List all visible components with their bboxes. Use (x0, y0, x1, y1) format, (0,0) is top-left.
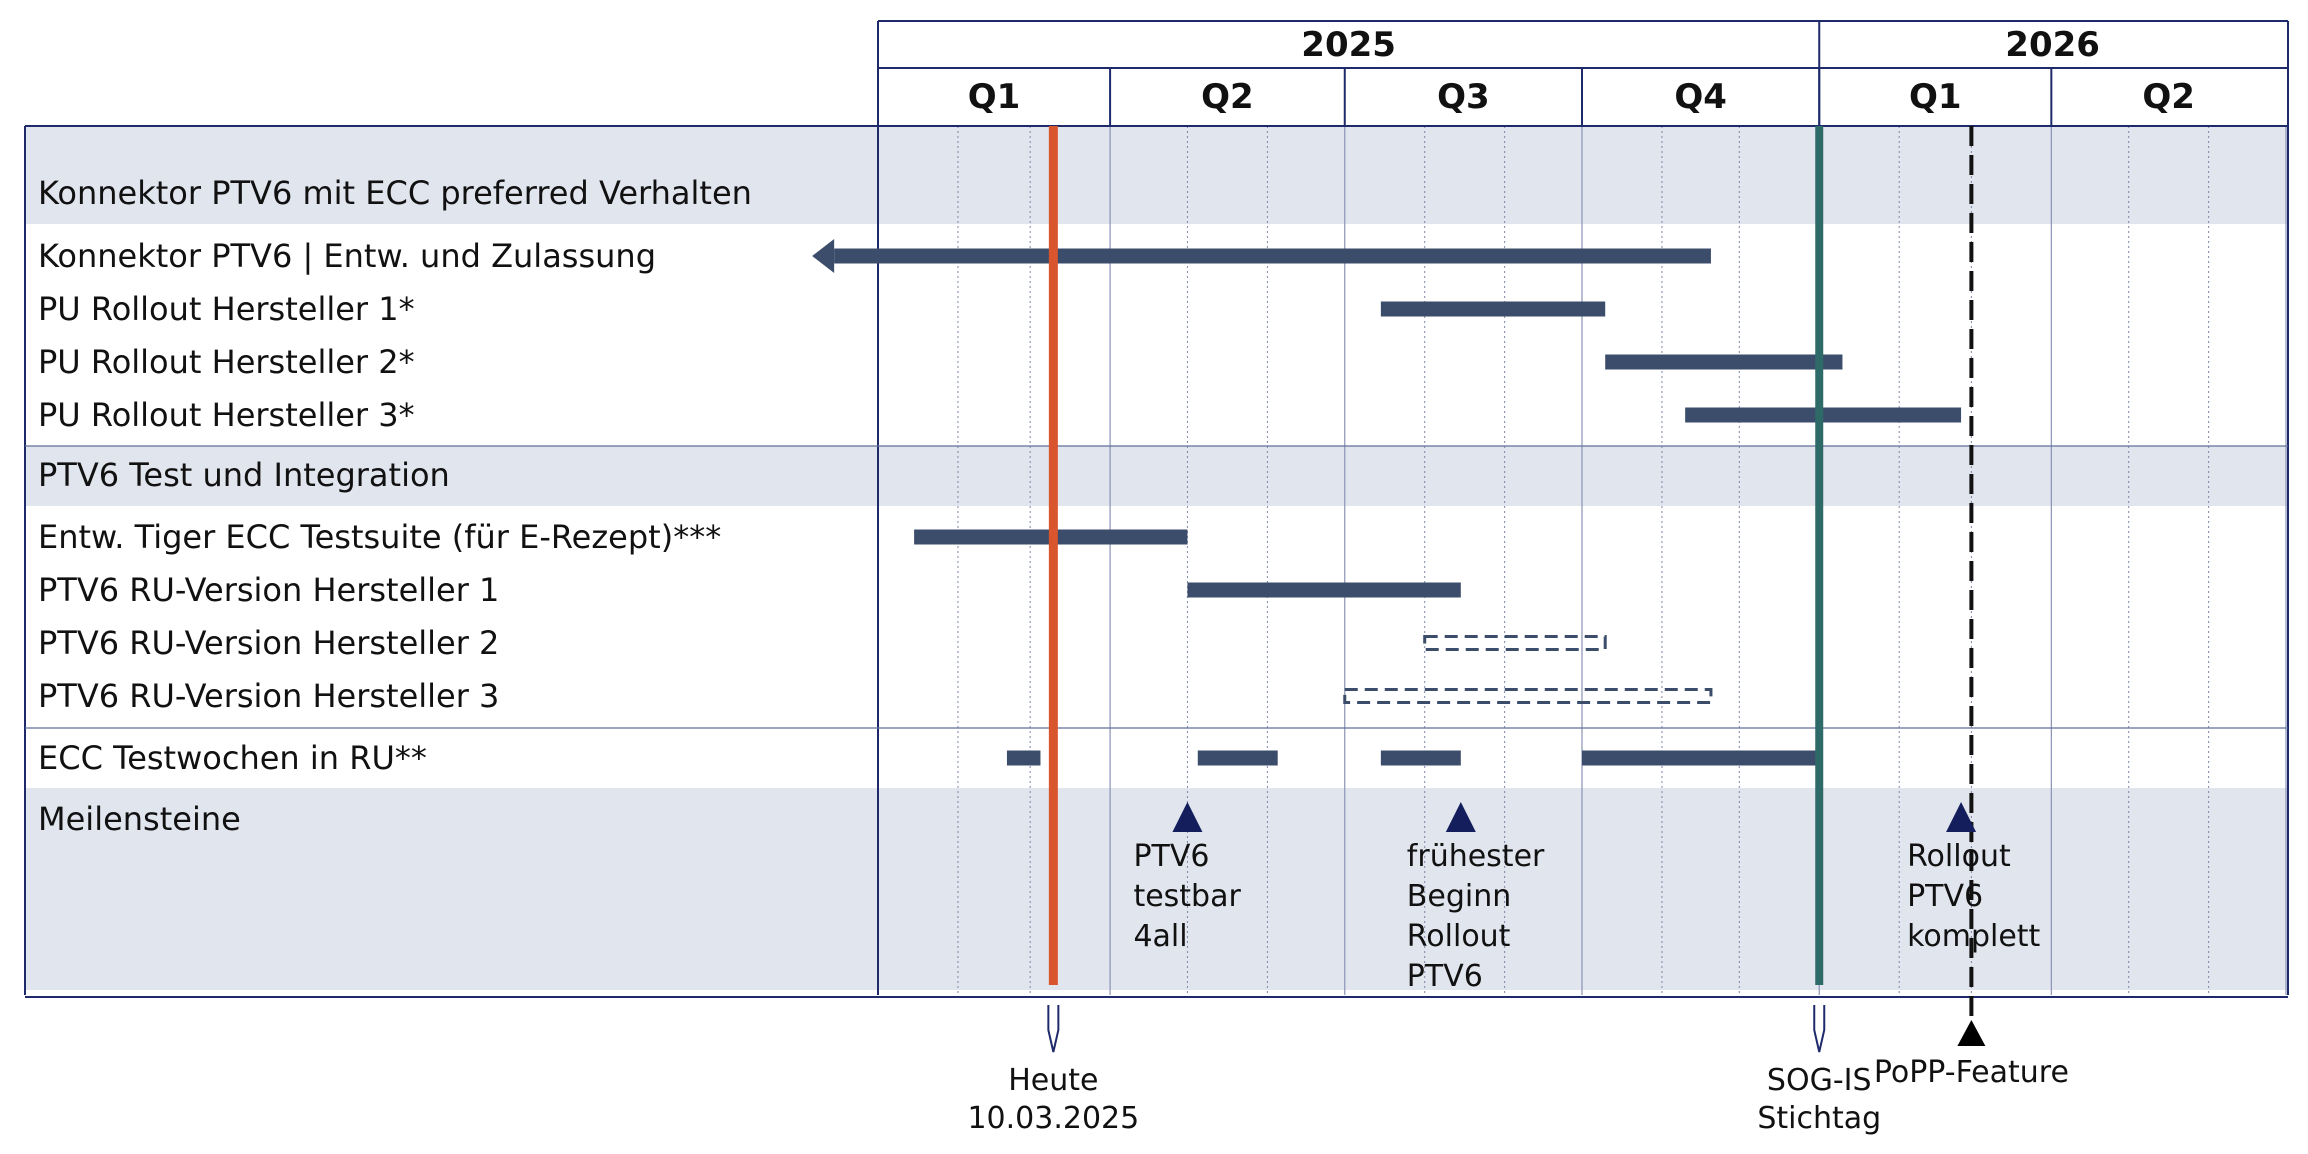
marker-label: SOG-IS (1767, 1063, 1872, 1098)
row-label: ECC Testwochen in RU** (38, 739, 427, 777)
quarter-label: Q4 (1674, 77, 1727, 117)
milestone-triangle (1946, 802, 1977, 832)
band-group-header (25, 446, 2288, 506)
year-label: 2025 (1301, 25, 1396, 65)
row-label: PU Rollout Hersteller 2* (38, 343, 415, 381)
row-label: Konnektor PTV6 | Entw. und Zulassung (38, 237, 656, 275)
marker-label: Heute (1008, 1063, 1098, 1098)
task-bar (1380, 301, 1606, 317)
task-bar (1380, 750, 1461, 766)
group-header-label: Konnektor PTV6 mit ECC preferred Verhalt… (38, 174, 752, 212)
milestone-label: frühester (1407, 839, 1545, 874)
task-bar (1006, 750, 1041, 766)
quarter-label: Q1 (1909, 77, 1962, 117)
marker-label: Stichtag (1757, 1101, 1881, 1136)
timeline-header: 2025 2026 Q1 Q2 Q3 Q4 Q1 Q2 (878, 20, 2289, 126)
row-bands (25, 126, 2288, 990)
marker-pointer-arrow (1813, 1005, 1826, 1053)
row-labels: Konnektor PTV6 mit ECC preferred Verhalt… (38, 174, 752, 777)
quarter-label: Q2 (2142, 77, 2195, 117)
milestone-label: PTV6 (1907, 879, 1983, 914)
band-group-header (25, 126, 2288, 224)
task-bar-dashed (1343, 688, 1713, 704)
quarter-label: Q3 (1437, 77, 1490, 117)
marker-label: PoPP-Feature (1874, 1055, 2069, 1090)
marker-pointer-triangle (1957, 1020, 1986, 1046)
task-bar (834, 248, 1711, 264)
milestone-triangle (1172, 802, 1203, 832)
milestone-triangle (1445, 802, 1476, 832)
task-bar (1605, 354, 1843, 370)
row-label: PTV6 RU-Version Hersteller 2 (38, 624, 499, 662)
year-label: 2026 (2005, 25, 2100, 65)
row-label: PTV6 RU-Version Hersteller 3 (38, 677, 499, 715)
task-bar-dashed (1423, 635, 1607, 651)
task-bar (1582, 750, 1820, 766)
milestone-label: PTV6 (1133, 839, 1209, 874)
milestone-label: PTV6 (1407, 959, 1483, 994)
quarter-label: Q2 (1201, 77, 1254, 117)
chart-frame (24, 21, 2289, 998)
marker-label: 10.03.2025 (967, 1101, 1139, 1136)
milestone-label: 4all (1133, 919, 1187, 954)
marker-pointer-arrow (1047, 1005, 1060, 1053)
milestone-label: Beginn (1407, 879, 1511, 914)
row-label: PU Rollout Hersteller 3* (38, 396, 415, 434)
milestones: Meilensteine PTV6 testbar 4all frühester Begi… (38, 800, 2041, 994)
row-label: PTV6 RU-Version Hersteller 1 (38, 571, 499, 609)
band-milestones (25, 788, 2288, 990)
group-header-label: PTV6 Test und Integration (38, 456, 450, 494)
row-label: PU Rollout Hersteller 1* (38, 290, 415, 328)
milestone-label: testbar (1133, 879, 1241, 914)
task-bar (1197, 750, 1278, 766)
quarter-label: Q1 (968, 77, 1021, 117)
row-label: Entw. Tiger ECC Testsuite (für E-Rezept)… (38, 518, 721, 556)
milestone-label: komplett (1907, 919, 2040, 954)
bar-arrow-left (812, 239, 835, 273)
milestone-label: Rollout (1907, 839, 2011, 874)
milestone-label: Rollout (1407, 919, 1511, 954)
milestones-label: Meilensteine (38, 800, 241, 838)
task-bar (1187, 582, 1461, 598)
